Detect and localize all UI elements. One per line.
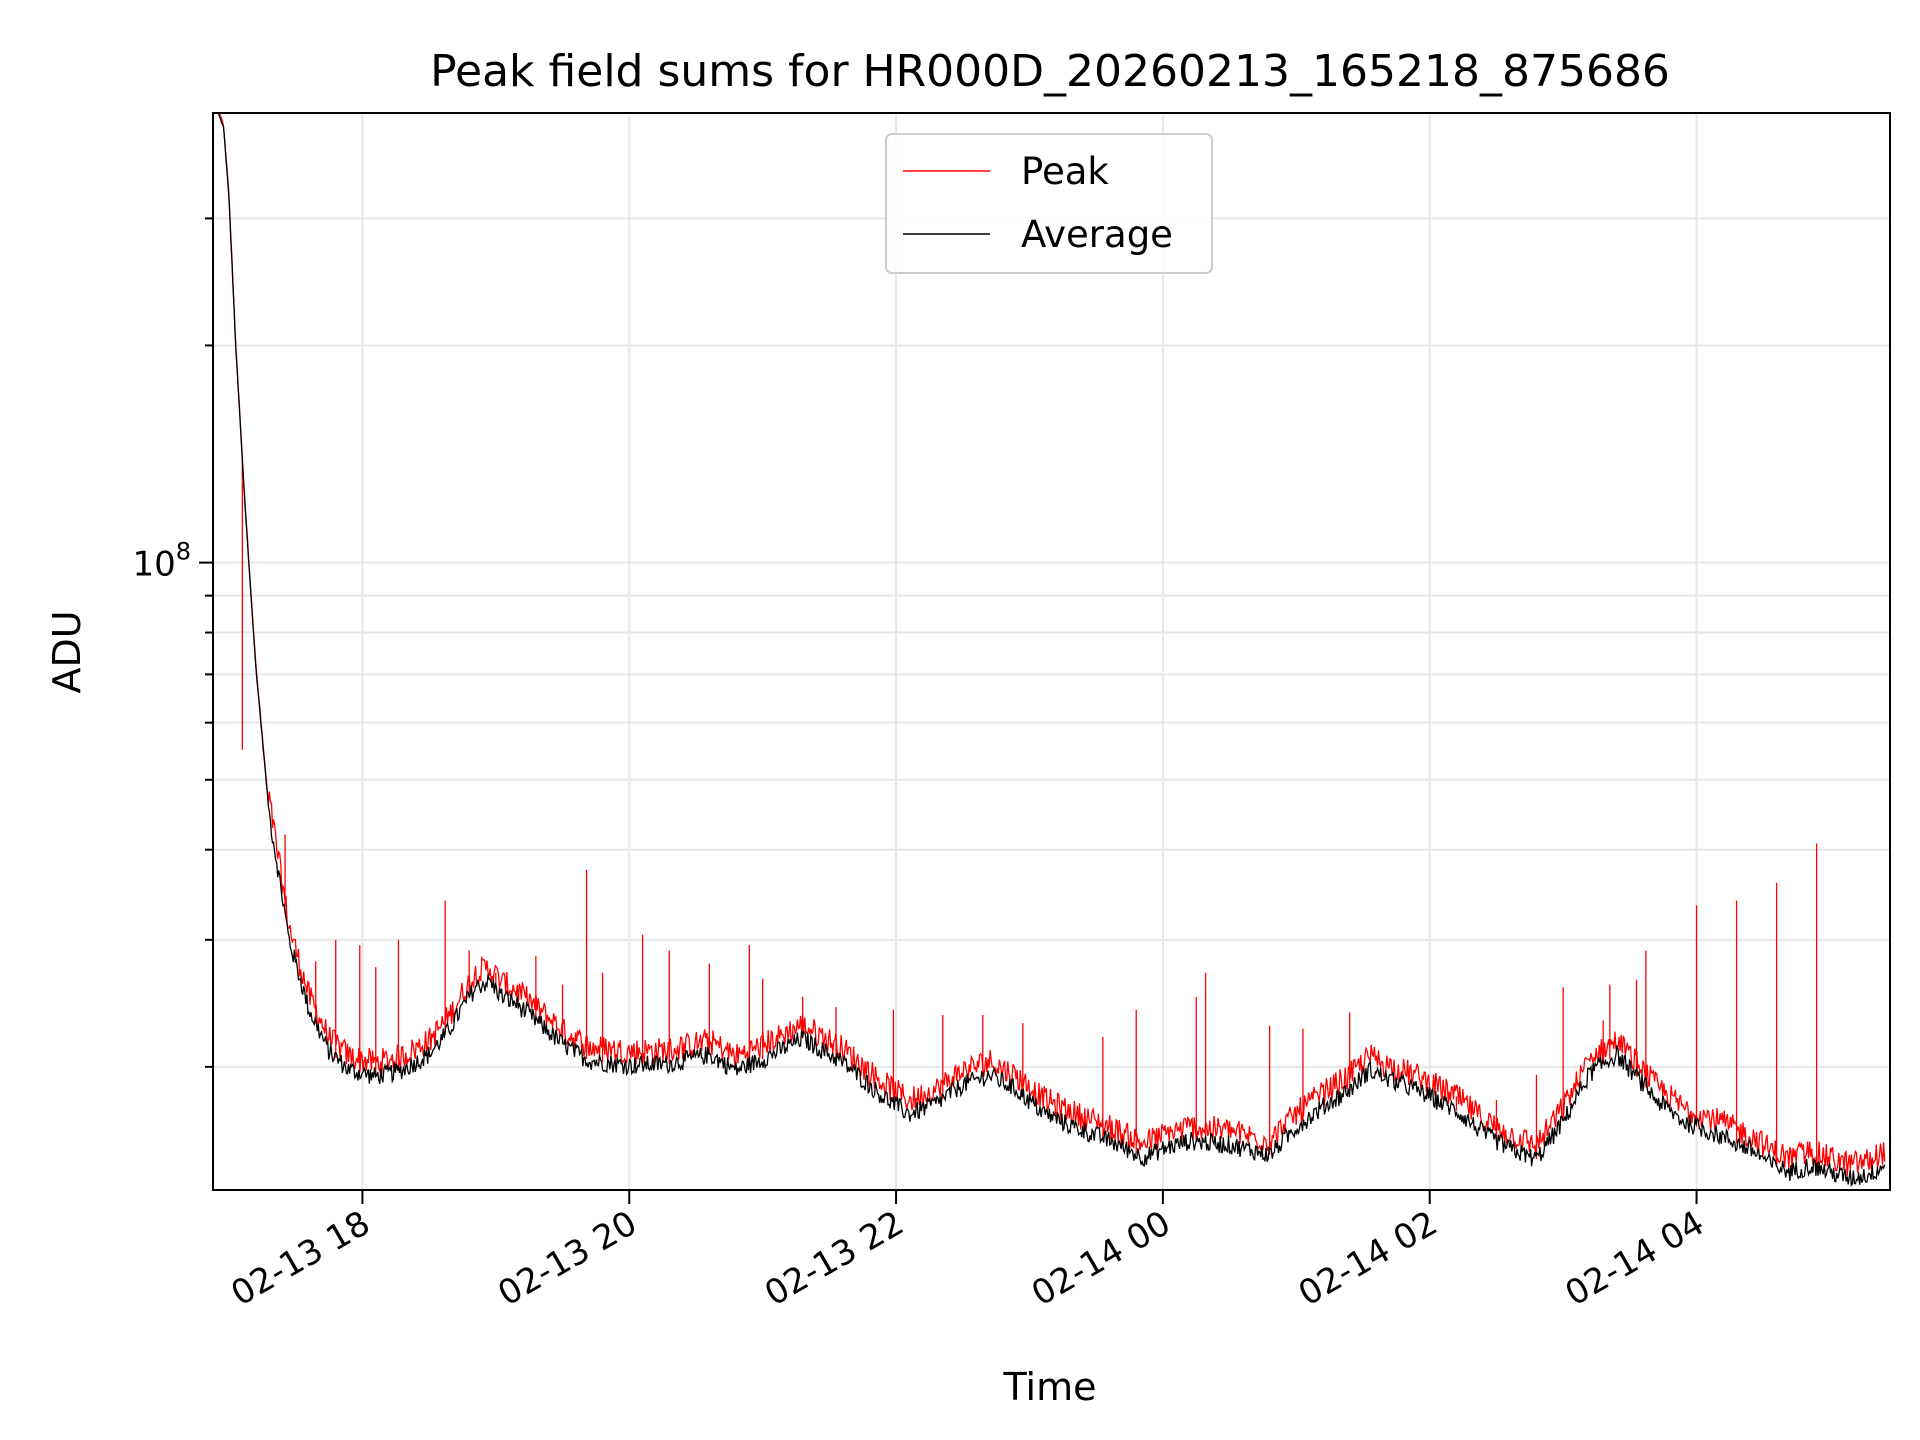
legend-peak-label: Peak <box>1021 150 1109 193</box>
chart-title: Peak field sums for HR000D_20260213_1652… <box>430 46 1670 97</box>
x-axis-label: Time <box>1003 1365 1097 1409</box>
legend-box <box>885 133 1213 274</box>
series-layer <box>217 112 1886 1188</box>
legend-average-label: Average <box>1021 213 1173 256</box>
peak-series-line <box>218 112 1886 1177</box>
legend: Peak Average <box>885 133 1213 274</box>
y-axis-label: ADU <box>45 610 89 693</box>
average-series-line <box>217 112 1886 1188</box>
plot-frame <box>212 112 1891 1191</box>
